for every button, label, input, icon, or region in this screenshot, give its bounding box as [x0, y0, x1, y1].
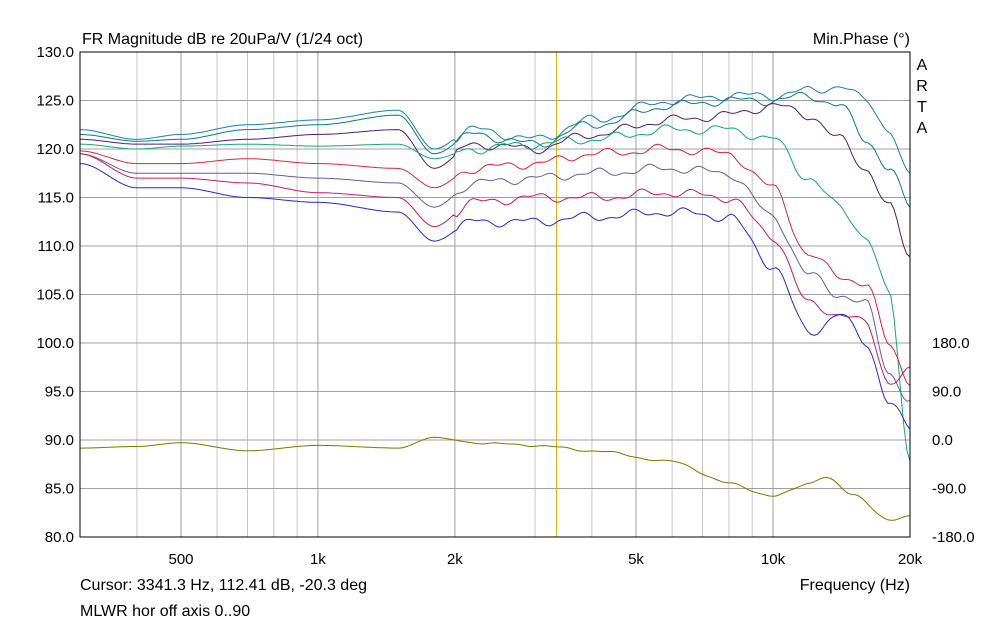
y-tick-label: 125.0 — [36, 93, 74, 110]
magnitude-series-line — [79, 85, 911, 174]
y-tick-label: 90.0 — [45, 432, 74, 449]
x-tick-label: 500 — [168, 551, 193, 568]
magnitude-series-line — [80, 91, 911, 208]
magnitude-series-line — [79, 153, 911, 385]
magnitude-series-line — [79, 124, 911, 462]
y-tick-label: 105.0 — [36, 287, 74, 304]
y-tick-label: 110.0 — [38, 238, 74, 255]
x-tick-label: 1k — [310, 551, 326, 568]
magnitude-series-line — [79, 153, 911, 402]
y-tick-label: 130.0 — [36, 44, 74, 61]
y-tick-label: 100.0 — [36, 335, 74, 352]
phase-tick-label: -180.0 — [932, 529, 975, 546]
y-tick-label: 80.0 — [45, 529, 74, 546]
watermark-letter: A — [917, 57, 928, 74]
magnitude-series-line — [79, 143, 911, 386]
phase-tick-label: 0.0 — [932, 432, 953, 449]
x-tick-label: 10k — [761, 551, 786, 568]
y-tick-label: 120.0 — [36, 141, 74, 158]
magnitude-series-line — [80, 102, 911, 258]
phase-tick-label: 180.0 — [932, 335, 970, 352]
phase-tick-label: 90.0 — [932, 384, 961, 401]
magnitude-series-line — [79, 163, 911, 430]
phase-tick-label: -90.0 — [932, 481, 966, 498]
x-tick-label: 5k — [628, 551, 644, 568]
x-tick-label: 2k — [447, 551, 463, 568]
y-tick-label: 95.0 — [45, 384, 74, 401]
chart-title: FR Magnitude dB re 20uPa/V (1/24 oct) — [82, 31, 363, 48]
phase-series-line — [80, 436, 911, 521]
x-axis-label: Frequency (Hz) — [800, 577, 910, 594]
y-tick-label: 85.0 — [45, 481, 74, 498]
x-tick-label: 20k — [898, 551, 923, 568]
y-tick-label: 115.0 — [38, 190, 74, 207]
measurement-name: MLWR hor off axis 0..90 — [80, 603, 250, 620]
cursor-readout: Cursor: 3341.3 Hz, 112.41 dB, -20.3 deg — [80, 577, 367, 594]
axis-labels-layer: 80.0 85.0 90.0 95.0 100.0 105.0 110.0 115.0 120.… — [36, 44, 974, 568]
grid-layer — [79, 51, 911, 538]
watermark-letter: A — [917, 120, 928, 137]
series-layer — [79, 52, 911, 537]
watermark-letter: R — [916, 78, 928, 95]
phase-axis-title: Min.Phase (°) — [813, 31, 910, 48]
watermark-letter: T — [917, 99, 927, 116]
plot-frame — [79, 51, 911, 538]
